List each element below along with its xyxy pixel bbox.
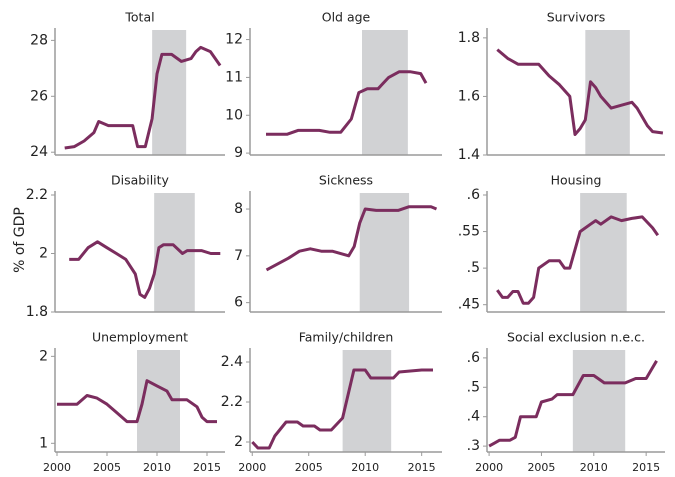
y-tick-label: 12 (225, 32, 243, 48)
panel-title: Housing (551, 173, 602, 188)
x-tick-label: 2005 (527, 461, 555, 474)
y-tick-label: .6 (467, 350, 480, 366)
y-tick-label: 2.4 (221, 354, 243, 370)
recession-shade (342, 350, 392, 452)
data-line (64, 45, 222, 150)
x-tick-label: 2010 (143, 461, 171, 474)
y-tick-label: 11 (225, 69, 243, 85)
y-tick-label: 10 (225, 107, 243, 123)
y-tick-label: 7 (234, 248, 243, 264)
y-tick-label: 24 (30, 144, 48, 160)
recession-shade (585, 30, 630, 155)
panel-title: Social exclusion n.e.c. (507, 330, 645, 345)
x-tick-label: 2010 (351, 461, 379, 474)
y-tick-label: .5 (467, 260, 480, 276)
panel-title: Disability (111, 173, 170, 188)
data-line (251, 368, 433, 450)
y-tick-label: 2 (39, 246, 48, 262)
recession-shade (359, 193, 410, 312)
x-tick-label: 2010 (580, 461, 608, 474)
x-tick-label: 2005 (93, 461, 121, 474)
panel-title: Unemployment (92, 330, 188, 345)
y-tick-label: 1.8 (26, 304, 48, 320)
y-tick-label: 8 (234, 201, 243, 217)
y-tick-label: 1.4 (458, 147, 480, 163)
panel-title: Total (124, 10, 154, 25)
recession-shade (580, 193, 627, 312)
panel-title: Old age (322, 10, 371, 25)
data-line (57, 379, 217, 424)
recession-shade (152, 30, 187, 155)
y-tick-label: 2 (39, 348, 48, 364)
data-line (266, 70, 428, 136)
y-tick-label: .5 (467, 379, 480, 395)
y-tick-label: 1 (39, 435, 48, 451)
data-line (265, 205, 438, 272)
data-line (496, 48, 664, 136)
data-line (488, 360, 658, 448)
y-tick-label: .45 (458, 297, 480, 313)
y-tick-label: .55 (458, 224, 480, 240)
x-tick-label: 2000 (475, 461, 503, 474)
y-tick-label: .6 (467, 187, 480, 203)
data-line (69, 240, 221, 299)
x-tick-label: 2000 (43, 461, 71, 474)
y-tick-label: 1.8 (458, 30, 480, 46)
y-tick-label: 28 (30, 32, 48, 48)
x-tick-label: 2015 (193, 461, 221, 474)
x-tick-label: 2015 (632, 461, 660, 474)
y-tick-label: 6 (234, 295, 243, 311)
y-tick-label: 2.2 (221, 394, 243, 410)
recession-shade (362, 30, 408, 155)
y-tick-label: 26 (30, 88, 48, 104)
recession-shade (572, 350, 626, 452)
panel-title: Survivors (547, 10, 606, 25)
x-tick-label: 2015 (408, 461, 436, 474)
y-axis-label: % of GDP (12, 207, 28, 273)
y-tick-label: 2 (234, 434, 243, 450)
y-tick-label: 1.6 (458, 88, 480, 104)
y-tick-label: .4 (467, 409, 480, 425)
x-tick-label: 2000 (238, 461, 266, 474)
y-tick-label: .3 (467, 438, 480, 454)
y-tick-label: 2.2 (26, 187, 48, 203)
y-tick-label: 9 (234, 145, 243, 161)
panel-title: Sickness (319, 173, 373, 188)
recession-shade (154, 193, 195, 312)
panel-title: Family/children (299, 330, 394, 345)
x-tick-label: 2005 (295, 461, 323, 474)
data-line (496, 215, 660, 305)
